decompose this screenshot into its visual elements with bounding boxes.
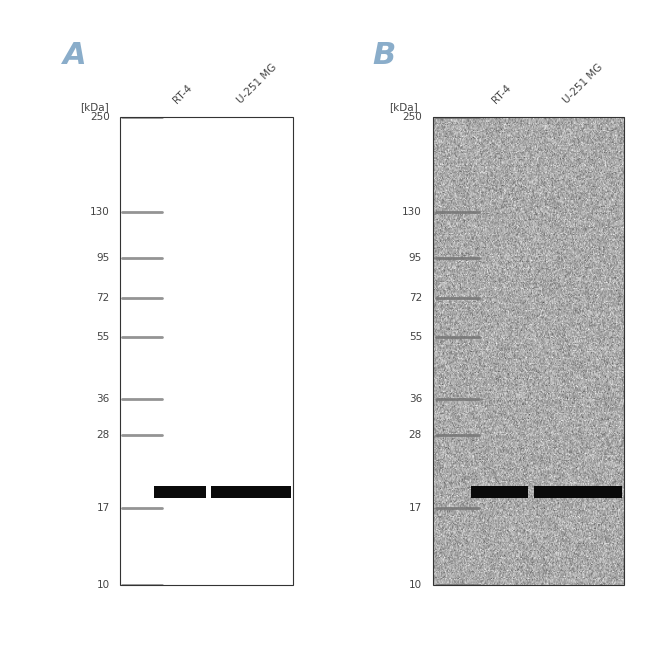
Bar <box>534 486 622 498</box>
Text: 10: 10 <box>97 580 110 590</box>
Bar <box>120 117 292 585</box>
Text: 250: 250 <box>402 112 422 122</box>
Bar <box>154 486 206 498</box>
Text: RT-4: RT-4 <box>172 83 194 105</box>
Text: B: B <box>372 41 395 70</box>
Text: [kDa]: [kDa] <box>389 102 418 112</box>
Bar <box>211 486 291 498</box>
Text: [kDa]: [kDa] <box>80 102 109 112</box>
Text: 55: 55 <box>96 332 110 342</box>
Text: 130: 130 <box>402 207 422 217</box>
Text: 72: 72 <box>96 293 110 303</box>
Text: 36: 36 <box>409 394 422 404</box>
Text: 36: 36 <box>96 394 110 404</box>
Text: U-251 MG: U-251 MG <box>561 62 605 105</box>
Text: 130: 130 <box>90 207 110 217</box>
Text: 17: 17 <box>96 503 110 513</box>
Text: U-251 MG: U-251 MG <box>236 62 279 105</box>
Text: RT-4: RT-4 <box>491 83 513 105</box>
Text: 95: 95 <box>409 253 422 263</box>
Text: 28: 28 <box>96 430 110 440</box>
Text: 10: 10 <box>409 580 422 590</box>
Text: 250: 250 <box>90 112 110 122</box>
Text: 28: 28 <box>409 430 422 440</box>
Text: 55: 55 <box>409 332 422 342</box>
Bar <box>120 117 292 585</box>
Text: 95: 95 <box>96 253 110 263</box>
Text: 17: 17 <box>409 503 422 513</box>
Text: A: A <box>63 41 87 70</box>
Bar <box>433 117 624 585</box>
Bar <box>471 486 528 498</box>
Text: 72: 72 <box>409 293 422 303</box>
